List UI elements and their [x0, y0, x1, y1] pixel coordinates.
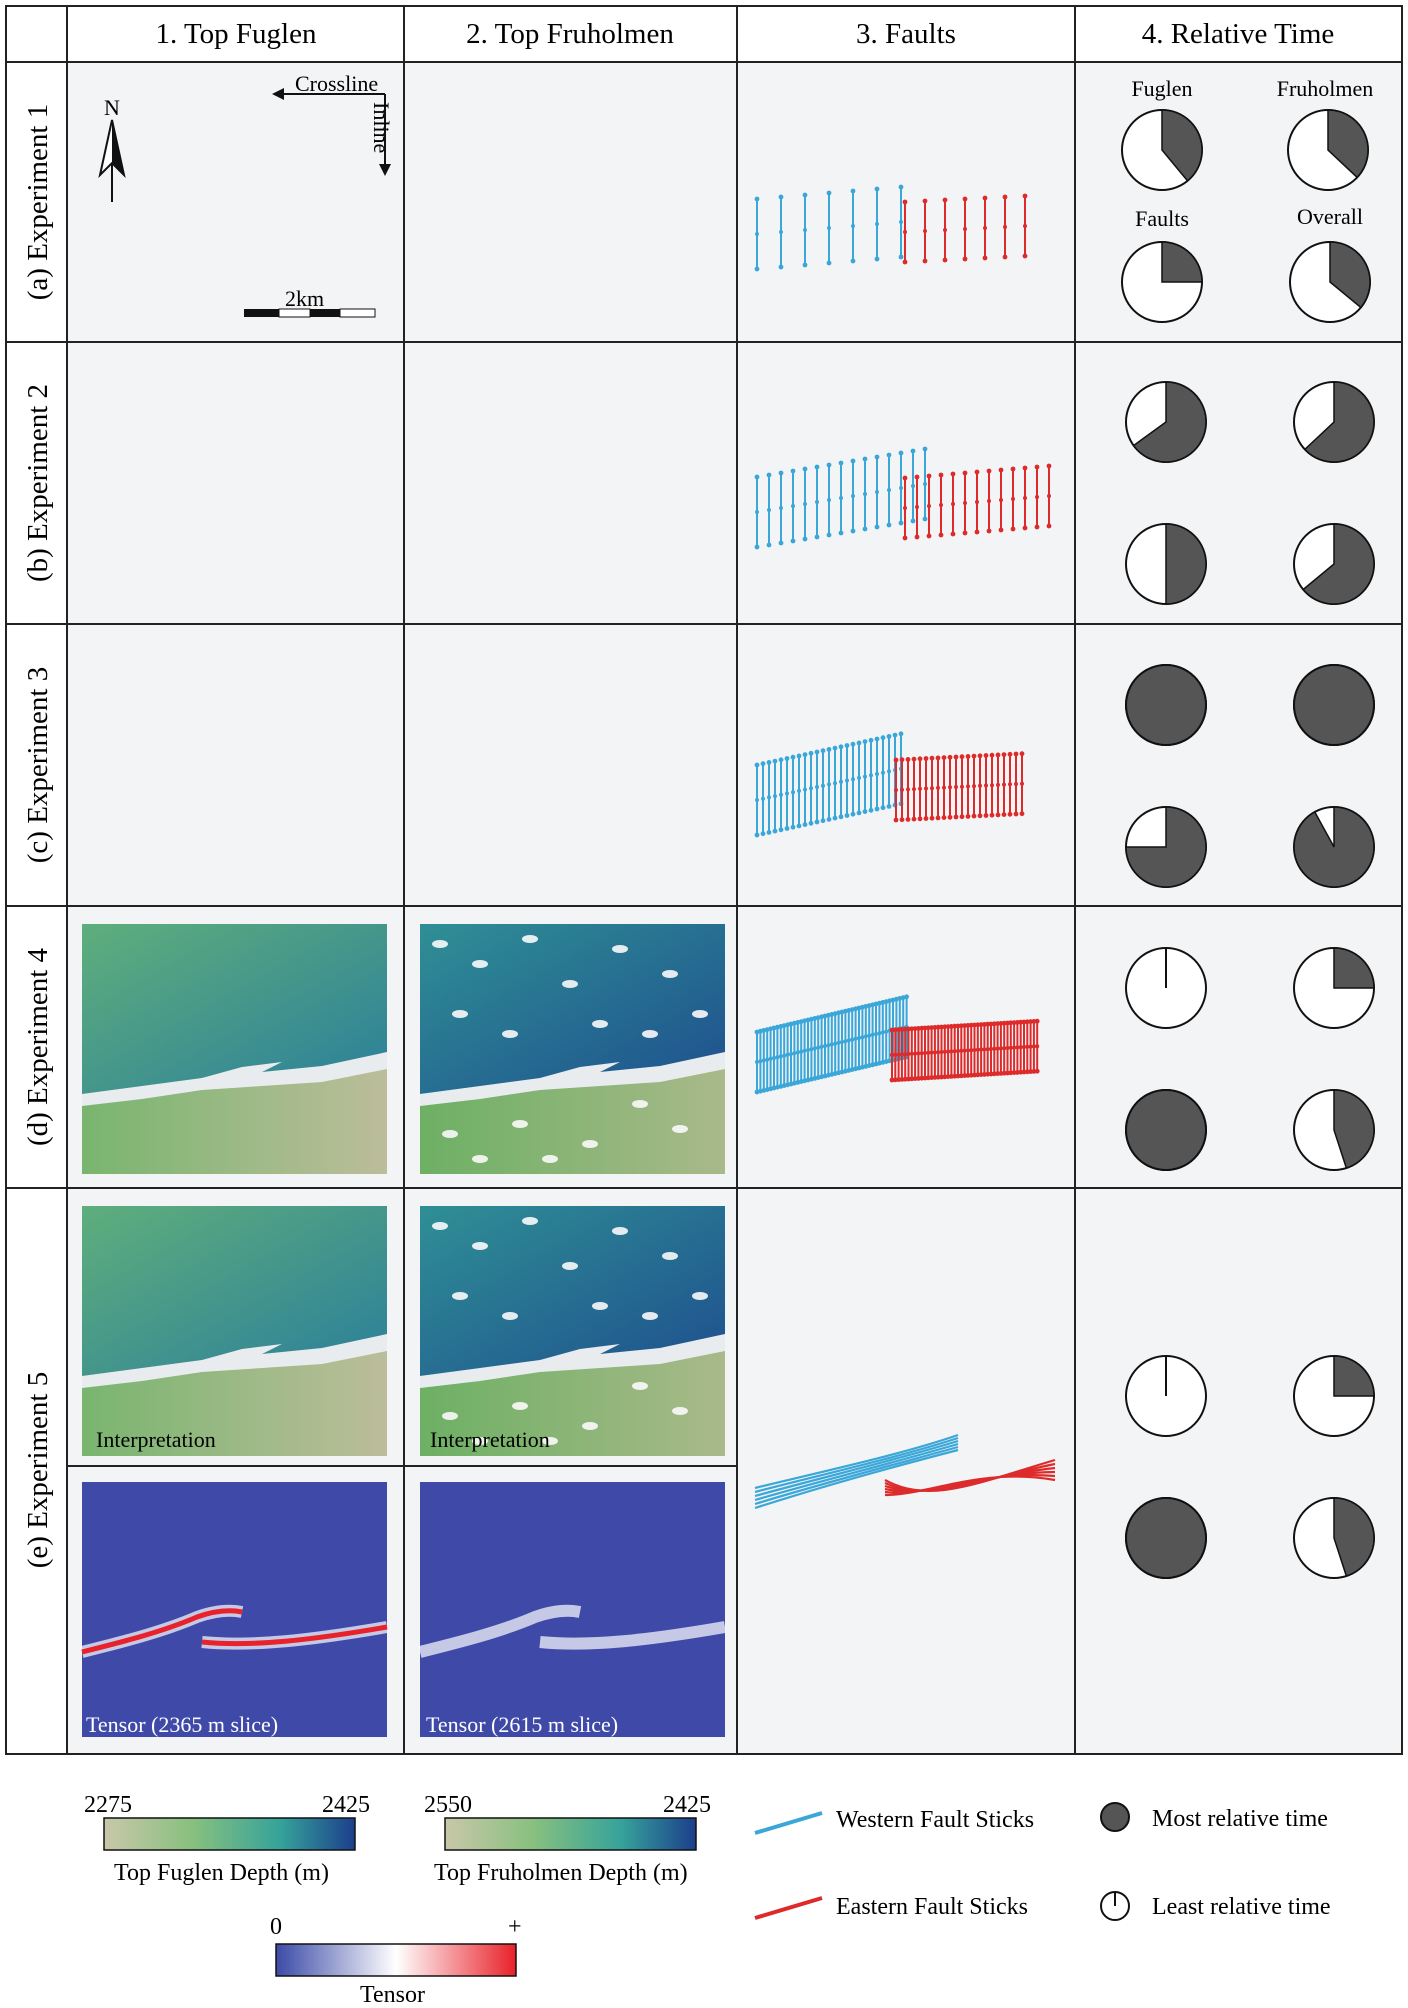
fruholmen-min-label: 2550: [424, 1792, 472, 1818]
pie-exp5-faults: [1125, 1497, 1207, 1579]
pie-exp4-fruholmen: [1293, 947, 1375, 1029]
eastern-fault-label: Eastern Fault Sticks: [836, 1894, 1028, 1920]
pie-exp2-fuglen: [1125, 381, 1207, 463]
fuglen-grid-map-3: [86, 640, 386, 890]
pie-exp3-overall: [1293, 806, 1375, 888]
fuglen-surface-map-4: [82, 924, 387, 1174]
crossline-arrow: [272, 88, 391, 176]
interpretation-label-fruholmen: Interpretation: [430, 1427, 550, 1452]
tensor-slice-fuglen: [80, 1482, 389, 1737]
crossline-label: Crossline: [295, 71, 378, 96]
eastern-fault-swatch: [754, 1896, 823, 1920]
fuglen-min-label: 2275: [84, 1792, 132, 1818]
tensor-colorbar-title: Tensor: [360, 1982, 425, 2008]
western-fault-swatch: [754, 1811, 823, 1835]
row-label-experiment-5: (e) Experiment 5: [22, 1372, 54, 1568]
fruholmen-max-label: 2425: [663, 1792, 711, 1818]
header-top-fruholmen: 2. Top Fruholmen: [466, 18, 674, 50]
pie-exp1-overall: [1289, 241, 1371, 323]
pie-exp1-faults: [1121, 241, 1203, 323]
pie-exp4-fuglen: [1125, 947, 1207, 1029]
pie-exp1-fruholmen: [1287, 109, 1369, 191]
pie-exp3-fuglen: [1125, 664, 1207, 746]
pie-exp4-overall: [1293, 1089, 1375, 1171]
tensor-min-label: 0: [270, 1914, 282, 1940]
pie-exp4-faults: [1125, 1089, 1207, 1171]
north-label: N: [104, 95, 120, 120]
western-fault-label: Western Fault Sticks: [836, 1807, 1034, 1833]
pie-exp1-fuglen: [1121, 109, 1203, 191]
tensor-label-fruholmen: Tensor (2615 m slice): [426, 1712, 618, 1737]
eastern-fault-sticks-4: [889, 1018, 1040, 1083]
western-fault-sticks-1: [754, 184, 904, 272]
fuglen-colorbar: [103, 1817, 356, 1851]
header-relative-time: 4. Relative Time: [1142, 18, 1335, 50]
pie-label-overall: Overall: [1297, 204, 1363, 229]
north-arrow: [98, 119, 126, 202]
western-fault-sticks-3: [754, 731, 904, 838]
tensor-max-label: +: [508, 1914, 522, 1940]
pie-exp3-fruholmen: [1293, 664, 1375, 746]
fruholmen-surface-map-4: [420, 924, 725, 1174]
fruholmen-grid-map-3: [423, 640, 723, 890]
pie-exp2-overall: [1293, 523, 1375, 605]
eastern-fault-sticks-3: [893, 751, 1025, 823]
eastern-fault-sticks-5: [884, 1458, 1056, 1497]
most-relative-time-swatch: [1100, 1802, 1130, 1832]
fuglen-surface-map-5: [82, 1206, 387, 1456]
fruholmen-grid-map-1: [423, 78, 723, 328]
scale-bar-label: 2km: [285, 286, 324, 311]
most-relative-time-label: Most relative time: [1152, 1806, 1328, 1832]
fruholmen-colorbar-title: Top Fruholmen Depth (m): [434, 1860, 688, 1886]
fruholmen-grid-map-2: [423, 358, 723, 608]
western-fault-sticks-2: [754, 446, 928, 550]
western-fault-sticks-5: [754, 1433, 959, 1510]
row-label-experiment-1: (a) Experiment 1: [22, 104, 54, 300]
fuglen-grid-map-1: [86, 78, 386, 328]
tensor-label-fuglen: Tensor (2365 m slice): [86, 1712, 278, 1737]
eastern-fault-sticks-2: [902, 463, 1052, 541]
row-label-experiment-3: (c) Experiment 3: [22, 667, 54, 863]
row-label-experiment-2: (b) Experiment 2: [22, 384, 54, 582]
pie-label-faults: Faults: [1135, 206, 1189, 231]
scale-bar: [244, 308, 376, 318]
pie-exp5-fruholmen: [1293, 1355, 1375, 1437]
fuglen-max-label: 2425: [322, 1792, 370, 1818]
header-faults: 3. Faults: [856, 18, 956, 50]
tensor-colorbar: [275, 1943, 517, 1977]
least-relative-time-label: Least relative time: [1152, 1894, 1331, 1920]
fruholmen-colorbar: [444, 1817, 697, 1851]
header-top-fuglen: 1. Top Fuglen: [156, 18, 317, 50]
pie-label-fruholmen: Fruholmen: [1277, 76, 1374, 101]
pie-exp5-overall: [1293, 1497, 1375, 1579]
fuglen-colorbar-title: Top Fuglen Depth (m): [114, 1860, 329, 1886]
pie-exp3-faults: [1125, 806, 1207, 888]
pie-exp5-fuglen: [1125, 1355, 1207, 1437]
interpretation-label-fuglen: Interpretation: [96, 1427, 216, 1452]
eastern-fault-sticks-1: [902, 193, 1028, 265]
pie-exp2-faults: [1125, 523, 1207, 605]
row-label-experiment-4: (d) Experiment 4: [22, 947, 54, 1146]
pie-label-fuglen: Fuglen: [1131, 76, 1192, 101]
inline-label: Inline: [369, 102, 394, 153]
legend: 2275 2425 Top Fuglen Depth (m) 2550 2425…: [84, 1792, 1331, 2008]
fruholmen-surface-map-5: [420, 1206, 725, 1456]
tensor-slice-fruholmen: [418, 1482, 727, 1737]
pie-exp2-fruholmen: [1293, 381, 1375, 463]
